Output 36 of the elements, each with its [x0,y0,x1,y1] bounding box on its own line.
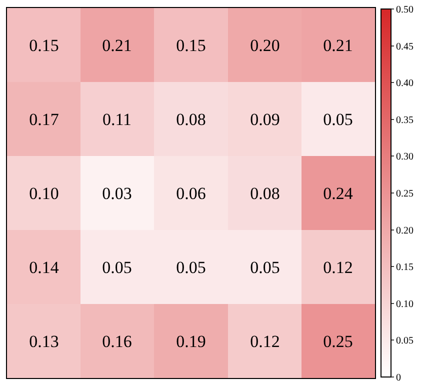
data-label: 0.13 [29,332,59,351]
data-label: 0.10 [29,184,59,203]
data-label: 0.16 [102,332,132,351]
color-bar-label: 0.40 [396,78,414,90]
data-label: 0.06 [176,184,206,203]
data-label: 0.14 [29,258,60,277]
data-label: 0.03 [102,184,132,203]
color-bar-label: 0 [396,372,401,384]
color-bar-label: 0.20 [396,225,414,236]
data-label: 0.11 [102,110,132,129]
data-label: 0.15 [176,36,206,55]
data-label: 0.19 [176,332,206,351]
color-bar-label: 0.30 [396,152,414,163]
color-bar-label: 0.05 [396,336,414,347]
color-bar-label: 0.10 [396,298,414,310]
color-bar-label: 0.35 [396,114,414,126]
data-label: 0.05 [176,258,206,277]
color-bar-label: 0.45 [396,41,414,52]
data-label: 0.24 [323,184,354,203]
data-label: 0.08 [250,184,280,203]
data-label: 0.17 [29,110,60,129]
data-label: 0.05 [102,258,132,277]
data-label: 0.15 [29,36,59,55]
color-bar-label: 0.15 [396,262,414,274]
data-label: 0.05 [323,110,353,129]
data-label: 0.08 [176,110,206,129]
data-label: 0.20 [250,36,280,55]
data-label: 0.12 [323,258,353,277]
data-label: 0.12 [250,332,280,351]
data-label: 0.05 [250,258,280,277]
data-label: 0.25 [323,332,353,351]
data-label: 0.21 [323,36,353,55]
data-label: 0.21 [102,36,132,55]
color-bar-label: 0.25 [396,188,414,200]
color-bar-label: 0.50 [396,4,414,16]
data-label: 0.09 [250,110,280,129]
